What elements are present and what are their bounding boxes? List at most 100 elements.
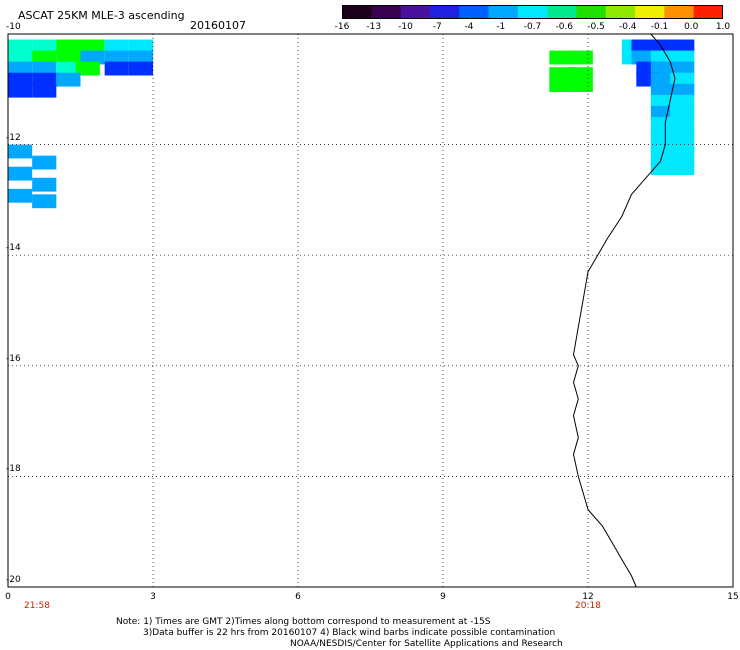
data-cell bbox=[8, 83, 33, 98]
data-cell bbox=[670, 150, 695, 164]
colorbar-tick-label: -0.6 bbox=[555, 22, 574, 32]
data-cell bbox=[631, 50, 656, 65]
x-tick-label: 3 bbox=[150, 592, 156, 602]
y-tick-label: -16 bbox=[6, 353, 21, 364]
data-cell bbox=[104, 50, 129, 65]
data-cell bbox=[670, 105, 695, 120]
data-cell bbox=[8, 72, 33, 87]
data-cell bbox=[80, 50, 105, 65]
x-tick-label: 9 bbox=[440, 592, 446, 602]
data-cell bbox=[670, 139, 695, 153]
colorbar-border bbox=[342, 5, 723, 19]
data-cell bbox=[80, 39, 105, 54]
colorbar-tick-label: -7 bbox=[432, 22, 442, 32]
data-cell bbox=[128, 39, 153, 54]
plot-title: ASCAT 25KM MLE-3 ascending bbox=[18, 9, 185, 22]
data-cell bbox=[650, 150, 675, 164]
data-cell bbox=[128, 61, 153, 76]
data-cell bbox=[650, 50, 675, 65]
data-cell bbox=[670, 72, 695, 87]
data-cell bbox=[650, 72, 675, 87]
colorbar-swatch bbox=[488, 5, 519, 19]
colorbar-swatch bbox=[576, 5, 607, 19]
data-cell bbox=[56, 39, 81, 54]
data-cell bbox=[8, 144, 33, 159]
colorbar-tick-label: -1 bbox=[496, 22, 506, 32]
data-cell bbox=[568, 78, 593, 93]
data-cell bbox=[32, 177, 57, 192]
time-label: 21:58 bbox=[24, 601, 50, 611]
colorbar-tick-label: 1.0 bbox=[715, 22, 731, 32]
data-cell bbox=[650, 83, 675, 98]
data-cell bbox=[8, 39, 33, 54]
data-cell bbox=[56, 61, 81, 76]
colorbar-swatch bbox=[664, 5, 695, 19]
data-cell bbox=[549, 78, 574, 93]
data-cell bbox=[75, 61, 100, 76]
data-cell bbox=[670, 128, 695, 142]
colorbar-swatch bbox=[342, 5, 372, 19]
colorbar-swatch bbox=[635, 5, 665, 19]
data-cell bbox=[32, 194, 57, 209]
coastline bbox=[572, 33, 676, 588]
colorbar-swatch bbox=[429, 5, 460, 19]
data-cell bbox=[32, 155, 57, 170]
grid-layer bbox=[8, 34, 733, 587]
colorbar-tick-label: -4 bbox=[464, 22, 474, 32]
data-cell bbox=[32, 39, 57, 54]
colorbar-swatch bbox=[459, 5, 490, 19]
data-cell bbox=[32, 83, 57, 98]
data-cell bbox=[549, 50, 574, 65]
data-cell bbox=[8, 50, 33, 65]
data-cell bbox=[128, 50, 153, 65]
data-cell bbox=[670, 39, 695, 54]
colorbar-swatches bbox=[342, 5, 723, 19]
data-cell bbox=[670, 83, 695, 98]
x-tick-label: 12 bbox=[582, 592, 594, 602]
plot-frame bbox=[7, 33, 734, 588]
data-cell bbox=[650, 39, 675, 54]
colorbar-tick-label: -10 bbox=[398, 22, 413, 32]
data-cell bbox=[8, 188, 33, 203]
colorbar-swatch bbox=[693, 5, 723, 19]
data-cell bbox=[568, 67, 593, 82]
note-line-2: 3)Data buffer is 22 hrs from 20160107 4)… bbox=[143, 628, 556, 638]
data-cell bbox=[650, 116, 675, 131]
y-tick-label: -18 bbox=[6, 464, 21, 475]
data-cell bbox=[56, 50, 81, 65]
data-cell bbox=[8, 61, 33, 76]
data-cell bbox=[670, 94, 695, 109]
colorbar-tick-label: -0.1 bbox=[650, 22, 669, 32]
colorbar-tick-label: -13 bbox=[366, 22, 382, 32]
data-cell bbox=[104, 61, 129, 76]
data-cell bbox=[104, 39, 129, 54]
data-cell bbox=[32, 72, 57, 87]
time-label: 20:18 bbox=[575, 601, 601, 611]
colorbar-tick-label: -0.4 bbox=[618, 22, 637, 32]
colorbar-tick-label: 0.0 bbox=[684, 22, 699, 32]
data-cell bbox=[568, 50, 593, 65]
data-cell bbox=[670, 50, 695, 65]
data-cell bbox=[670, 116, 695, 131]
colorbar-swatch bbox=[371, 5, 402, 19]
colorbar-swatch bbox=[517, 5, 548, 19]
data-cell bbox=[56, 72, 81, 87]
colorbar-swatch bbox=[547, 5, 577, 19]
data-cell bbox=[8, 166, 33, 181]
y-tick-label: -20 bbox=[6, 575, 21, 585]
colorbar-swatch bbox=[605, 5, 636, 19]
x-tick-label: 0 bbox=[5, 592, 11, 602]
data-cell bbox=[32, 61, 57, 76]
colorbar-tick-label: -0.7 bbox=[523, 22, 542, 32]
colorbar bbox=[342, 5, 723, 19]
colorbar-tick-label: -16 bbox=[334, 22, 350, 32]
x-tick-label: 15 bbox=[727, 592, 739, 602]
data-cell bbox=[650, 128, 675, 142]
data-cell bbox=[670, 61, 695, 76]
data-cell bbox=[650, 61, 675, 76]
x-tick-label: 6 bbox=[295, 592, 301, 602]
colorbar-swatch bbox=[400, 5, 431, 19]
note-line-1: Note: 1) Times are GMT 2)Times along bot… bbox=[116, 617, 491, 627]
y-tick-label: -12 bbox=[6, 132, 21, 143]
